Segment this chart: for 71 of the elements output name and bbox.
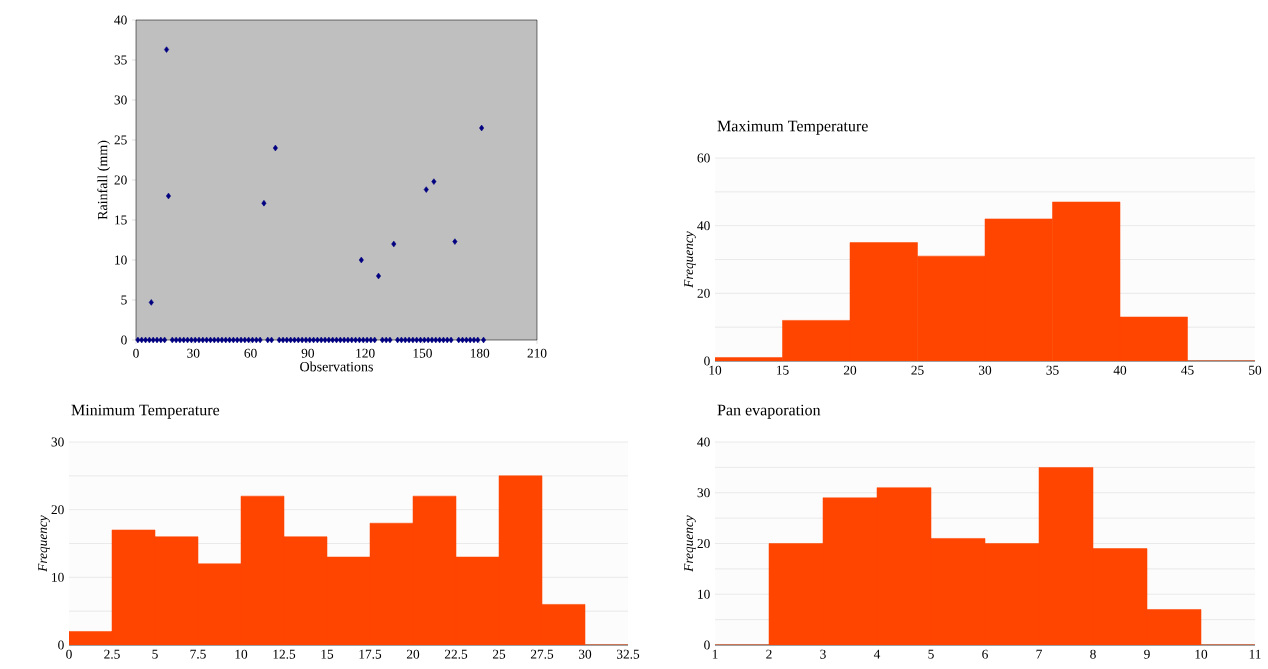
y-tick-label: 0 — [704, 356, 710, 366]
chart-title: Pan evaporation — [717, 404, 821, 419]
x-tick-label: 8 — [1090, 649, 1096, 659]
x-tick-label: 20 — [406, 649, 420, 659]
x-tick-label: 6 — [982, 649, 988, 659]
x-tick-label: 11 — [1249, 649, 1261, 659]
y-axis-title: Frequency — [38, 515, 50, 572]
x-tick-label: 5 — [928, 649, 934, 659]
x-tick-label: 27.5 — [530, 649, 554, 659]
x-tick-label: 30 — [578, 649, 592, 659]
y-tick-label: 40 — [697, 221, 710, 231]
x-tick-label: 50 — [1249, 365, 1262, 375]
x-tick-label: 1 — [712, 649, 718, 659]
x-tick-label: 10 — [235, 649, 248, 659]
y-tick-label: 40 — [697, 437, 710, 447]
x-tick-label: 2 — [766, 649, 772, 659]
y-tick-label: 25 — [114, 135, 127, 145]
x-tick-label: 2.5 — [104, 649, 120, 659]
y-tick-label: 20 — [51, 505, 64, 515]
x-tick-label: 20 — [843, 365, 857, 375]
x-tick-label: 22.5 — [444, 649, 468, 659]
x-tick-label: 17.5 — [359, 649, 382, 659]
x-tick-label: 120 — [356, 348, 375, 358]
y-tick-label: 10 — [698, 589, 710, 599]
y-tick-label: 30 — [114, 95, 127, 105]
chart-title: Minimum Temperature — [71, 404, 220, 419]
y-tick-label: 40 — [114, 15, 127, 25]
y-axis-title: Frequency — [684, 515, 696, 572]
y-tick-label: 0 — [704, 640, 710, 650]
y-tick-label: 20 — [697, 288, 710, 298]
y-tick-label: 20 — [697, 539, 710, 549]
x-tick-label: 3 — [820, 649, 826, 659]
x-tick-label: 32.5 — [616, 649, 640, 659]
x-tick-label: 40 — [1113, 365, 1127, 375]
x-tick-label: 90 — [301, 348, 315, 358]
y-tick-label: 0 — [58, 640, 64, 650]
x-tick-label: 4 — [873, 649, 881, 659]
y-tick-label: 20 — [114, 175, 127, 185]
x-tick-label: 7 — [1036, 649, 1042, 659]
x-tick-label: 15 — [321, 649, 334, 659]
x-tick-label: 45 — [1181, 365, 1194, 375]
x-tick-label: 15 — [777, 365, 789, 375]
y-axis-title: Rainfall (mm) — [97, 140, 111, 220]
x-tick-label: 7.5 — [190, 649, 206, 659]
y-tick-label: 10 — [52, 572, 64, 582]
x-tick-label: 10 — [1195, 649, 1208, 659]
y-tick-label: 10 — [115, 255, 127, 265]
x-tick-label: 9 — [1144, 649, 1150, 659]
x-tick-label: 0 — [66, 649, 72, 659]
x-tick-label: 25 — [492, 649, 506, 659]
x-axis-title: Observations — [300, 361, 373, 372]
x-tick-label: 30 — [978, 365, 992, 375]
y-tick-label: 30 — [51, 437, 64, 447]
x-tick-label: 5 — [152, 649, 158, 659]
y-axis-title: Frequency — [684, 231, 696, 288]
x-tick-label: 210 — [527, 348, 547, 358]
x-tick-label: 30 — [187, 348, 200, 358]
y-tick-label: 5 — [121, 295, 127, 305]
y-tick-label: 30 — [697, 488, 710, 498]
y-tick-label: 15 — [115, 215, 127, 225]
x-tick-label: 180 — [470, 348, 490, 358]
y-tick-label: 0 — [121, 335, 127, 345]
x-tick-label: 150 — [413, 348, 432, 358]
x-tick-label: 35 — [1046, 365, 1059, 375]
y-tick-label: 35 — [114, 55, 127, 65]
y-tick-label: 60 — [697, 153, 710, 163]
x-tick-label: 25 — [911, 365, 924, 375]
x-tick-label: 0 — [133, 348, 139, 358]
x-tick-label: 60 — [244, 348, 257, 358]
chart-title: Maximum Temperature — [717, 120, 868, 135]
x-tick-label: 12.5 — [273, 649, 296, 659]
